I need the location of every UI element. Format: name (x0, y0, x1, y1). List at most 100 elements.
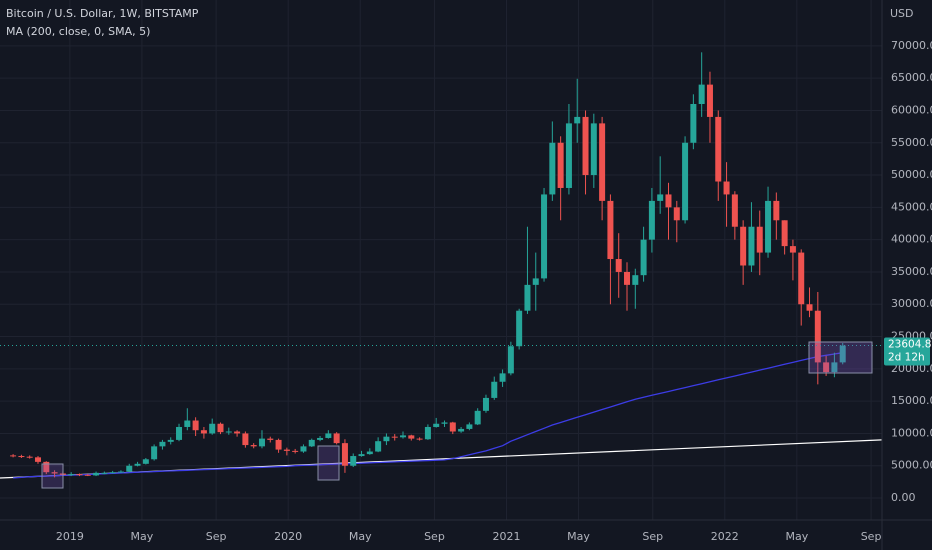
candle-body (565, 123, 572, 188)
candle-body (682, 142, 689, 221)
candle-body (109, 472, 116, 474)
candle-body (507, 346, 514, 374)
x-tick-label: 2022 (711, 530, 739, 543)
candle-body (350, 456, 357, 466)
candle-body (408, 435, 415, 439)
candle-body (250, 445, 257, 447)
candle-body (267, 438, 274, 440)
last-price-label: 23604.87 (888, 339, 932, 351)
candle-body (34, 457, 41, 462)
candle-body (184, 420, 191, 427)
x-tick-label: Sep (861, 530, 882, 543)
candle-body (765, 200, 772, 253)
candle-body (292, 450, 299, 452)
candle-body (151, 446, 158, 460)
candle-body (176, 426, 183, 440)
countdown-label: 2d 12h (888, 352, 925, 364)
candle-body (831, 362, 838, 373)
candle-body (590, 123, 597, 176)
candle-body (358, 454, 365, 457)
candle-body (665, 194, 672, 208)
x-tick-label: May (567, 530, 590, 543)
candle-body (706, 84, 713, 117)
candle-body (26, 456, 33, 458)
candle-body (673, 207, 680, 221)
candle-body (93, 472, 100, 476)
y-tick-label: 15000.00 (891, 394, 932, 407)
y-tick-label: 55000.00 (891, 136, 932, 149)
candle-body (648, 200, 655, 240)
candle-body (524, 284, 531, 311)
candle-body (400, 435, 407, 438)
axes: 0.005000.0010000.0015000.0020000.0025000… (56, 39, 932, 543)
candle-body (532, 278, 539, 285)
candle-body (640, 239, 647, 276)
candle-body (142, 459, 149, 464)
candle-body (441, 422, 448, 424)
candle-body (516, 310, 523, 347)
candle-body (333, 433, 340, 444)
candle-body (657, 194, 664, 201)
candle-body (192, 420, 199, 431)
candle-body (117, 471, 124, 473)
highlight-box (317, 445, 340, 481)
chart-title: Bitcoin / U.S. Dollar, 1W, BITSTAMP (6, 7, 199, 20)
candle-body (43, 461, 50, 473)
y-tick-label: 35000.00 (891, 265, 932, 278)
candle-body (283, 449, 290, 451)
candle-body (781, 220, 788, 247)
candle-body (823, 362, 830, 373)
candle-body (814, 310, 821, 363)
candle-body (549, 142, 556, 195)
plot-area (0, 52, 883, 479)
y-tick-label: 45000.00 (891, 200, 932, 213)
x-tick-label: 2020 (274, 530, 302, 543)
x-tick-label: May (785, 530, 808, 543)
candle-body (806, 304, 813, 311)
candle-body (134, 463, 141, 466)
y-tick-label: 40000.00 (891, 233, 932, 246)
indicator-legend: MA (200, close, 0, SMA, 5) (6, 25, 150, 38)
candle-body (582, 116, 589, 176)
y-tick-label: 65000.00 (891, 71, 932, 84)
candle-body (482, 397, 489, 411)
candle-body (258, 438, 265, 447)
candle-body (341, 443, 348, 466)
candle-body (225, 431, 232, 433)
candle-body (466, 424, 473, 429)
highlight-box (41, 463, 64, 489)
candle-body (449, 422, 456, 432)
candle-body (433, 423, 440, 427)
candle-body (723, 181, 730, 195)
candle-body (275, 439, 282, 450)
candle-body (18, 456, 25, 458)
candle-body (126, 465, 133, 472)
candle-body (375, 441, 382, 452)
candle-body (308, 439, 315, 447)
candle-body (10, 455, 17, 457)
candle-body (731, 194, 738, 227)
moving-average-line (13, 352, 843, 479)
candle-body (474, 410, 481, 425)
candle-body (209, 423, 216, 434)
candle-body (234, 431, 241, 434)
candle-body (217, 423, 224, 433)
candle-body (300, 446, 307, 452)
candle-body (607, 200, 614, 260)
grid (0, 0, 882, 520)
candle-body (740, 226, 747, 266)
candle-body (798, 252, 805, 305)
candle-body (574, 116, 581, 124)
last-price-box (884, 337, 930, 366)
candle-body (200, 430, 207, 434)
y-tick-label: 60000.00 (891, 103, 932, 116)
y-tick-label: 5000.00 (891, 459, 932, 472)
y-tick-label: 30000.00 (891, 297, 932, 310)
candle-body (458, 428, 465, 432)
y-tick-label: 0.00 (891, 491, 916, 504)
candle-body (159, 441, 166, 447)
candle-body (756, 226, 763, 253)
x-tick-label: Sep (642, 530, 663, 543)
y-tick-label: 50000.00 (891, 168, 932, 181)
